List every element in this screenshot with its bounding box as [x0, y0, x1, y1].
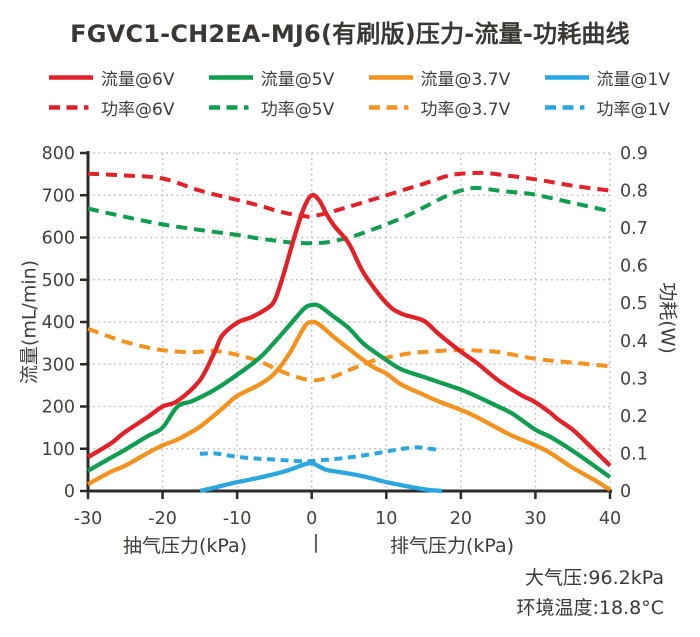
- y-right-tick-label: 0.5: [620, 294, 648, 314]
- legend-item-power-6v: 功率@6V: [48, 94, 174, 120]
- series-line-power-3-7v: [87, 326, 611, 383]
- y-left-tick-label: 800: [42, 144, 75, 164]
- y-right-tick-label: 0.9: [620, 144, 648, 164]
- x-axis-caption-left: 抽气压力(kPa): [122, 535, 248, 557]
- y-right-tick-label: 0: [620, 482, 631, 502]
- x-tick-label: 30: [524, 509, 546, 529]
- y-axis-left-title: 流量(mL/min): [18, 259, 41, 385]
- x-tick-label: -30: [74, 509, 103, 529]
- y-axis-right-title: 功耗(W): [656, 282, 679, 354]
- legend-label: 功率@1V: [596, 99, 670, 120]
- legend: 流量@6V 流量@5V 流量@3.7V 流量@1V 功率@6V 功率@5V 功率…: [48, 64, 670, 120]
- series-line-flow-3-7v: [86, 319, 612, 492]
- ambient-temperature-note: 环境温度:18.8°C: [516, 597, 664, 619]
- series-line-flow-5v: [86, 302, 612, 479]
- legend-item-power-1v: 功率@1V: [544, 94, 670, 120]
- x-tick-label: 0: [306, 509, 317, 529]
- legend-label: 流量@6V: [101, 69, 175, 90]
- legend-label: 流量@1V: [596, 69, 670, 90]
- y-left-tick-label: 300: [42, 355, 75, 375]
- atmospheric-pressure-note: 大气压:96.2kPa: [525, 567, 664, 589]
- power-6v-dashed-line-swatch-icon: [49, 104, 93, 110]
- legend-item-flow-1v: 流量@1V: [544, 64, 670, 90]
- series-line-flow-1v: [199, 460, 443, 494]
- power-5v-dashed-line-swatch-icon: [208, 104, 253, 110]
- legend-label: 功率@5V: [260, 99, 335, 120]
- legend-label: 功率@6V: [101, 99, 175, 120]
- x-tick-label: 40: [599, 509, 621, 529]
- x-tick-label: -20: [148, 509, 177, 529]
- x-axis-caption-separator: |: [312, 531, 320, 553]
- x-tick-label: -10: [223, 509, 252, 529]
- legend-label: 功率@3.7V: [420, 99, 511, 120]
- x-tick-label: 10: [375, 509, 397, 529]
- x-tick-label: 20: [450, 509, 472, 529]
- y-right-tick-label: 0.4: [620, 332, 648, 352]
- y-left-tick-label: 600: [42, 229, 75, 249]
- flow-6v-line-swatch-icon: [49, 74, 93, 80]
- y-right-tick-label: 0.3: [620, 369, 648, 389]
- legend-item-flow-5v: 流量@5V: [208, 64, 334, 90]
- y-left-tick-label: 500: [42, 271, 75, 291]
- legend-item-flow-6v: 流量@6V: [48, 64, 174, 90]
- series-line-flow-6v: [86, 192, 612, 468]
- y-left-tick-label: 700: [42, 186, 75, 206]
- y-right-tick-label: 0.8: [620, 182, 648, 202]
- y-left-tick-label: 0: [64, 482, 75, 502]
- y-right-tick-label: 0.6: [620, 257, 648, 277]
- x-axis-caption: 抽气压力(kPa) | 排气压力(kPa): [0, 531, 700, 559]
- test-conditions: 大气压:96.2kPa 环境温度:18.8°C: [517, 563, 664, 623]
- flow-1v-line-swatch-icon: [544, 74, 589, 80]
- page-title: FGVC1-CH2EA-MJ6(有刷版)压力-流量-功耗曲线: [70, 20, 630, 48]
- legend-item-flow-3-7v: 流量@3.7V: [368, 64, 511, 90]
- x-axis-caption-right: 排气压力(kPa): [389, 535, 515, 557]
- y-right-tick-label: 0.2: [620, 407, 648, 427]
- y-left-tick-label: 400: [42, 313, 75, 333]
- legend-label: 流量@3.7V: [420, 69, 511, 90]
- legend-label: 流量@5V: [260, 69, 335, 90]
- y-left-tick-label: 200: [42, 398, 75, 418]
- legend-item-power-3-7v: 功率@3.7V: [368, 94, 511, 120]
- legend-item-power-5v: 功率@5V: [208, 94, 334, 120]
- power-3-7v-dashed-line-swatch-icon: [368, 104, 413, 110]
- series-line-power-5v: [87, 185, 611, 246]
- y-right-tick-label: 0.7: [620, 219, 648, 239]
- y-left-tick-label: 100: [42, 440, 75, 460]
- flow-5v-line-swatch-icon: [208, 74, 253, 80]
- series-line-power-1v: [199, 445, 439, 464]
- power-1v-dashed-line-swatch-icon: [544, 104, 589, 110]
- flow-3-7v-line-swatch-icon: [368, 74, 413, 80]
- y-right-tick-label: 0.1: [620, 444, 648, 464]
